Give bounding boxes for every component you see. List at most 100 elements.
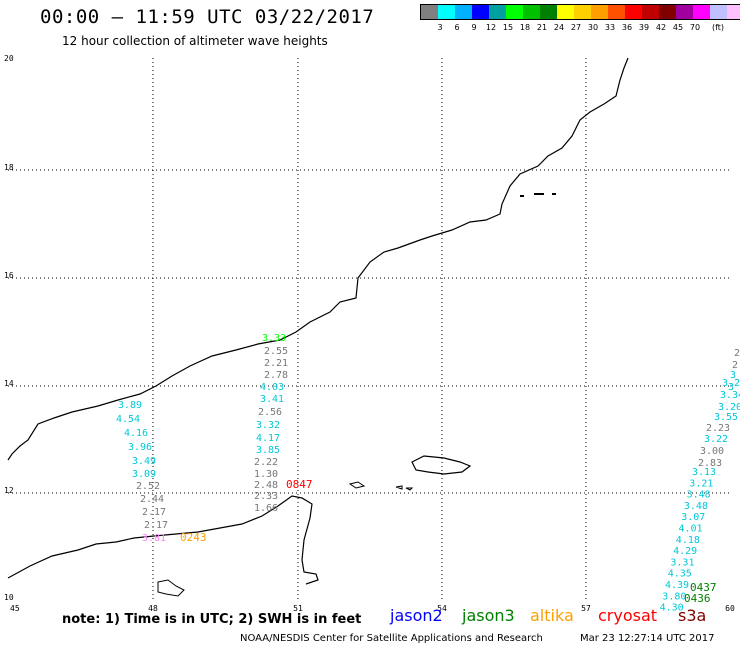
- wave-height-value: 4.17: [256, 433, 280, 444]
- wave-height-value: 3.21: [689, 478, 713, 489]
- latitude-tick-label: 14: [4, 379, 14, 388]
- legend-label: 3: [437, 23, 443, 32]
- legend-label: 18: [519, 23, 531, 32]
- small-island: [348, 481, 366, 489]
- color-scale-legend: 3 6 9 12 15 18 21 24 27 30 33 36 39 42 45 70 (ft): [420, 4, 740, 34]
- legend-swatch: [421, 5, 438, 19]
- generated-timestamp: Mar 23 12:27:14 UTC 2017: [580, 633, 715, 644]
- legend-swatch: [506, 5, 523, 19]
- latitude-tick-label: 10: [4, 593, 14, 602]
- pass-time-label: 0437: [690, 581, 717, 594]
- legend-swatch: [574, 5, 591, 19]
- legend-swatch: [591, 5, 608, 19]
- wave-height-value: 4.54: [116, 414, 140, 425]
- wave-height-value: 3.29: [722, 378, 740, 389]
- wave-height-value: 4.16: [124, 428, 148, 439]
- wave-height-value: 3.22: [704, 434, 728, 445]
- wave-height-value: 3.81: [142, 533, 166, 544]
- wave-height-value: 2.52: [136, 481, 160, 492]
- legend-label: 27: [570, 23, 582, 32]
- legend-swatch: [625, 5, 642, 19]
- wave-height-value: 2: [734, 348, 740, 359]
- small-island: [395, 485, 414, 491]
- longitude-tick-label: 54: [437, 604, 447, 613]
- wave-height-value: 2.23: [706, 423, 730, 434]
- wave-height-value: 3.34: [720, 390, 740, 401]
- socotra-island: [411, 455, 472, 475]
- latitude-tick-label: 12: [4, 486, 14, 495]
- legend-label: 6: [454, 23, 460, 32]
- color-swatches: [420, 4, 740, 20]
- legend-swatch: [523, 5, 540, 19]
- legend-label: 45: [672, 23, 684, 32]
- legend-label: 9: [471, 23, 477, 32]
- satellite-altika: altika: [530, 606, 574, 625]
- small-island: [157, 579, 185, 597]
- legend-unit: (ft): [711, 23, 725, 32]
- satellite-s3a: s3a: [678, 606, 707, 625]
- legend-swatch: [642, 5, 659, 19]
- wave-height-value: 3.13: [692, 467, 716, 478]
- satellite-jason3: jason3: [462, 606, 515, 625]
- map-title: 00:00 – 11:59 UTC 03/22/2017: [40, 6, 375, 28]
- longitude-tick-label: 51: [293, 604, 303, 613]
- legend-swatch: [489, 5, 506, 19]
- legend-swatch: [455, 5, 472, 19]
- legend-swatch: [472, 5, 489, 19]
- footer-note: note: 1) Time is in UTC; 2) SWH is in fe…: [62, 612, 362, 627]
- longitude-tick-label: 45: [10, 604, 20, 613]
- wave-height-value: 1.66: [254, 503, 278, 514]
- wave-height-value: 2.78: [264, 370, 288, 381]
- wave-height-value: 2.44: [140, 494, 164, 505]
- wave-height-value: 3.20: [718, 402, 740, 413]
- wave-height-value: 1.30: [254, 469, 278, 480]
- legend-swatch: [438, 5, 455, 19]
- wave-height-value: 2.17: [144, 520, 168, 531]
- wave-height-value: 4.30: [660, 603, 684, 614]
- wave-height-value: 3.32: [256, 420, 280, 431]
- credit-line: NOAA/NESDIS Center for Satellite Applica…: [240, 633, 543, 644]
- wave-height-value: 3.09: [132, 469, 156, 480]
- wave-height-value: 4.01: [679, 524, 703, 535]
- satellite-jason2: jason2: [390, 606, 443, 625]
- arabian-coastline: [7, 57, 629, 461]
- legend-label: 36: [621, 23, 633, 32]
- pass-time-label: 0436: [684, 592, 711, 605]
- wave-height-value: 3.89: [118, 400, 142, 411]
- wave-height-value: 3.80: [662, 591, 686, 602]
- longitude-tick-label: 57: [581, 604, 591, 613]
- map-subtitle: 12 hour collection of altimeter wave hei…: [62, 34, 328, 48]
- wave-height-value: 3.55: [714, 412, 738, 423]
- wave-height-value: 3: [728, 382, 734, 393]
- legend-label: 15: [502, 23, 514, 32]
- legend-swatch: [608, 5, 625, 19]
- legend-swatch: [710, 5, 727, 19]
- longitude-tick-label: 60: [725, 604, 735, 613]
- wave-height-value: 2.55: [264, 346, 288, 357]
- wave-height-value: 4.39: [665, 580, 689, 591]
- legend-label: 21: [536, 23, 548, 32]
- latitude-tick-label: 18: [4, 163, 14, 172]
- wave-height-value: 3.33: [262, 333, 286, 344]
- wave-height-value: 2.56: [258, 407, 282, 418]
- latitude-tick-label: 16: [4, 271, 14, 280]
- longitude-tick-label: 48: [148, 604, 158, 613]
- wave-height-value: 2.48: [254, 480, 278, 491]
- wave-height-value: 4.03: [260, 382, 284, 393]
- kuria-muria-islands: [520, 193, 556, 197]
- legend-swatch: [676, 5, 693, 19]
- latitude-tick-label: 20: [4, 54, 14, 63]
- legend-label: 24: [553, 23, 565, 32]
- wave-height-value: 2.21: [264, 358, 288, 369]
- wave-height-value: 4.18: [676, 535, 700, 546]
- legend-swatch: [540, 5, 557, 19]
- wave-height-value: 4.35: [668, 569, 692, 580]
- wave-height-value: 3.48: [687, 490, 711, 501]
- wave-height-value: 3.31: [670, 557, 694, 568]
- legend-swatch: [557, 5, 574, 19]
- legend-label: 33: [604, 23, 616, 32]
- wave-height-value: 3.07: [681, 512, 705, 523]
- pass-time-label: 0847: [286, 478, 313, 491]
- legend-label: 42: [655, 23, 667, 32]
